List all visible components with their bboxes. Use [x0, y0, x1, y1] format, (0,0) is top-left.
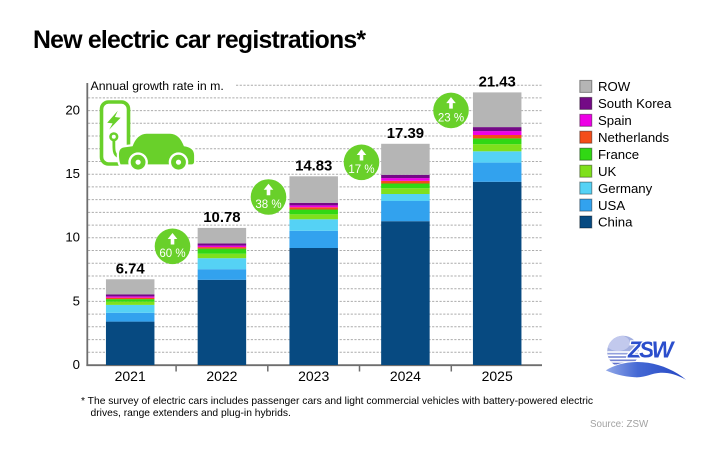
svg-text:China: China: [598, 215, 633, 230]
svg-text:60 %: 60 %: [159, 248, 185, 260]
svg-text:10: 10: [65, 230, 80, 245]
svg-text:2025: 2025: [482, 368, 513, 384]
svg-text:Annual growth rate in m.: Annual growth rate in m.: [91, 79, 224, 93]
svg-text:Spain: Spain: [598, 113, 632, 128]
svg-text:France: France: [598, 147, 639, 162]
svg-text:2022: 2022: [206, 368, 237, 384]
svg-text:0: 0: [73, 357, 80, 372]
svg-text:17 %: 17 %: [348, 164, 374, 176]
svg-text:UK: UK: [598, 164, 617, 179]
svg-text:14.83: 14.83: [295, 158, 332, 174]
svg-text:USA: USA: [598, 198, 625, 213]
svg-text:Source: ZSW: Source: ZSW: [590, 419, 649, 430]
svg-text:ZSW: ZSW: [627, 336, 676, 362]
svg-text:17.39: 17.39: [387, 126, 424, 142]
svg-text:2023: 2023: [298, 368, 329, 384]
svg-text:South Korea: South Korea: [598, 96, 672, 111]
svg-text:2024: 2024: [390, 368, 421, 384]
svg-text:2021: 2021: [115, 368, 146, 384]
svg-text:20: 20: [65, 103, 80, 118]
svg-text:23 %: 23 %: [438, 112, 464, 124]
svg-text:6.74: 6.74: [116, 261, 146, 277]
svg-text:5: 5: [73, 293, 80, 308]
svg-text:ROW: ROW: [598, 79, 631, 94]
svg-text:21.43: 21.43: [479, 74, 516, 90]
svg-text:10.78: 10.78: [203, 210, 240, 226]
svg-text:15: 15: [65, 166, 80, 181]
svg-text:38 %: 38 %: [255, 199, 281, 211]
svg-text:Germany: Germany: [598, 181, 653, 196]
svg-text:Netherlands: Netherlands: [598, 130, 670, 145]
